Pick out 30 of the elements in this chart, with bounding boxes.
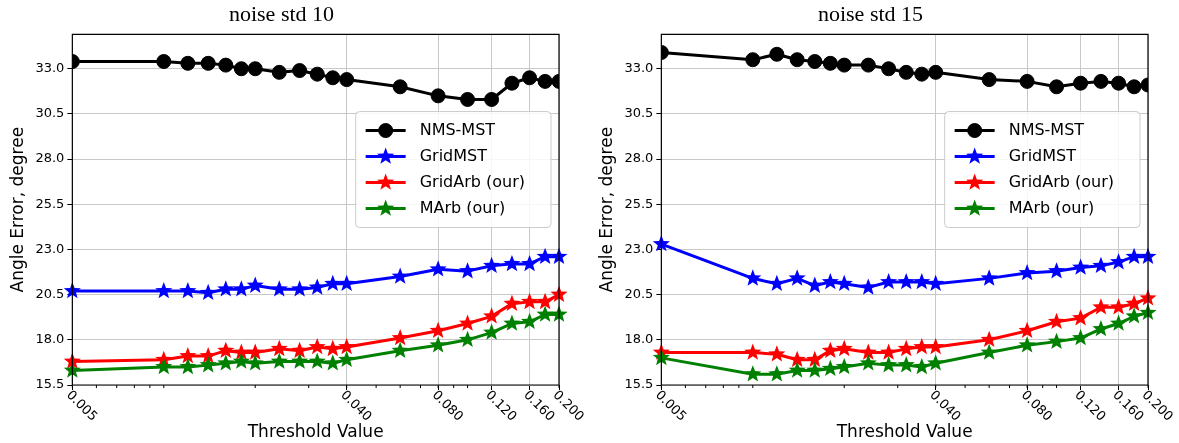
- legend-label: MArb (our): [1008, 197, 1095, 217]
- chart-title: noise std 10: [228, 0, 335, 26]
- chart-title: noise std 15: [817, 0, 924, 26]
- y-tick-label: 15.5: [35, 376, 65, 392]
- legend-label: GridMST: [1008, 145, 1077, 165]
- y-tick-label: 33.0: [35, 60, 65, 76]
- y-tick-label: 18.0: [624, 331, 654, 347]
- legend-label: NMS-MST: [419, 119, 496, 139]
- legend-label: NMS-MST: [1008, 119, 1085, 139]
- y-tick-label: 23.0: [624, 240, 654, 256]
- x-axis-title: Threshold Value: [835, 421, 973, 442]
- y-tick-label: 25.5: [624, 195, 654, 211]
- y-axis-title: Angle Error, degree: [6, 126, 27, 293]
- y-tick-label: 23.0: [35, 240, 65, 256]
- x-axis-title: Threshold Value: [246, 421, 384, 442]
- y-tick-label: 20.5: [35, 286, 65, 302]
- y-tick-label: 30.5: [35, 105, 65, 121]
- y-tick-label: 15.5: [624, 376, 654, 392]
- y-tick-label: 28.0: [624, 150, 654, 166]
- y-axis-title: Angle Error, degree: [595, 126, 616, 293]
- y-tick-label: 28.0: [35, 150, 65, 166]
- y-tick-label: 20.5: [624, 286, 654, 302]
- y-tick-label: 33.0: [624, 60, 654, 76]
- y-tick-label: 25.5: [35, 195, 65, 211]
- legend-label: GridArb (our): [1008, 171, 1115, 191]
- legend-label: GridMST: [419, 145, 488, 165]
- legend-label: GridArb (our): [419, 171, 526, 191]
- legend-label: MArb (our): [419, 197, 506, 217]
- y-tick-label: 18.0: [35, 331, 65, 347]
- y-tick-label: 30.5: [624, 105, 654, 121]
